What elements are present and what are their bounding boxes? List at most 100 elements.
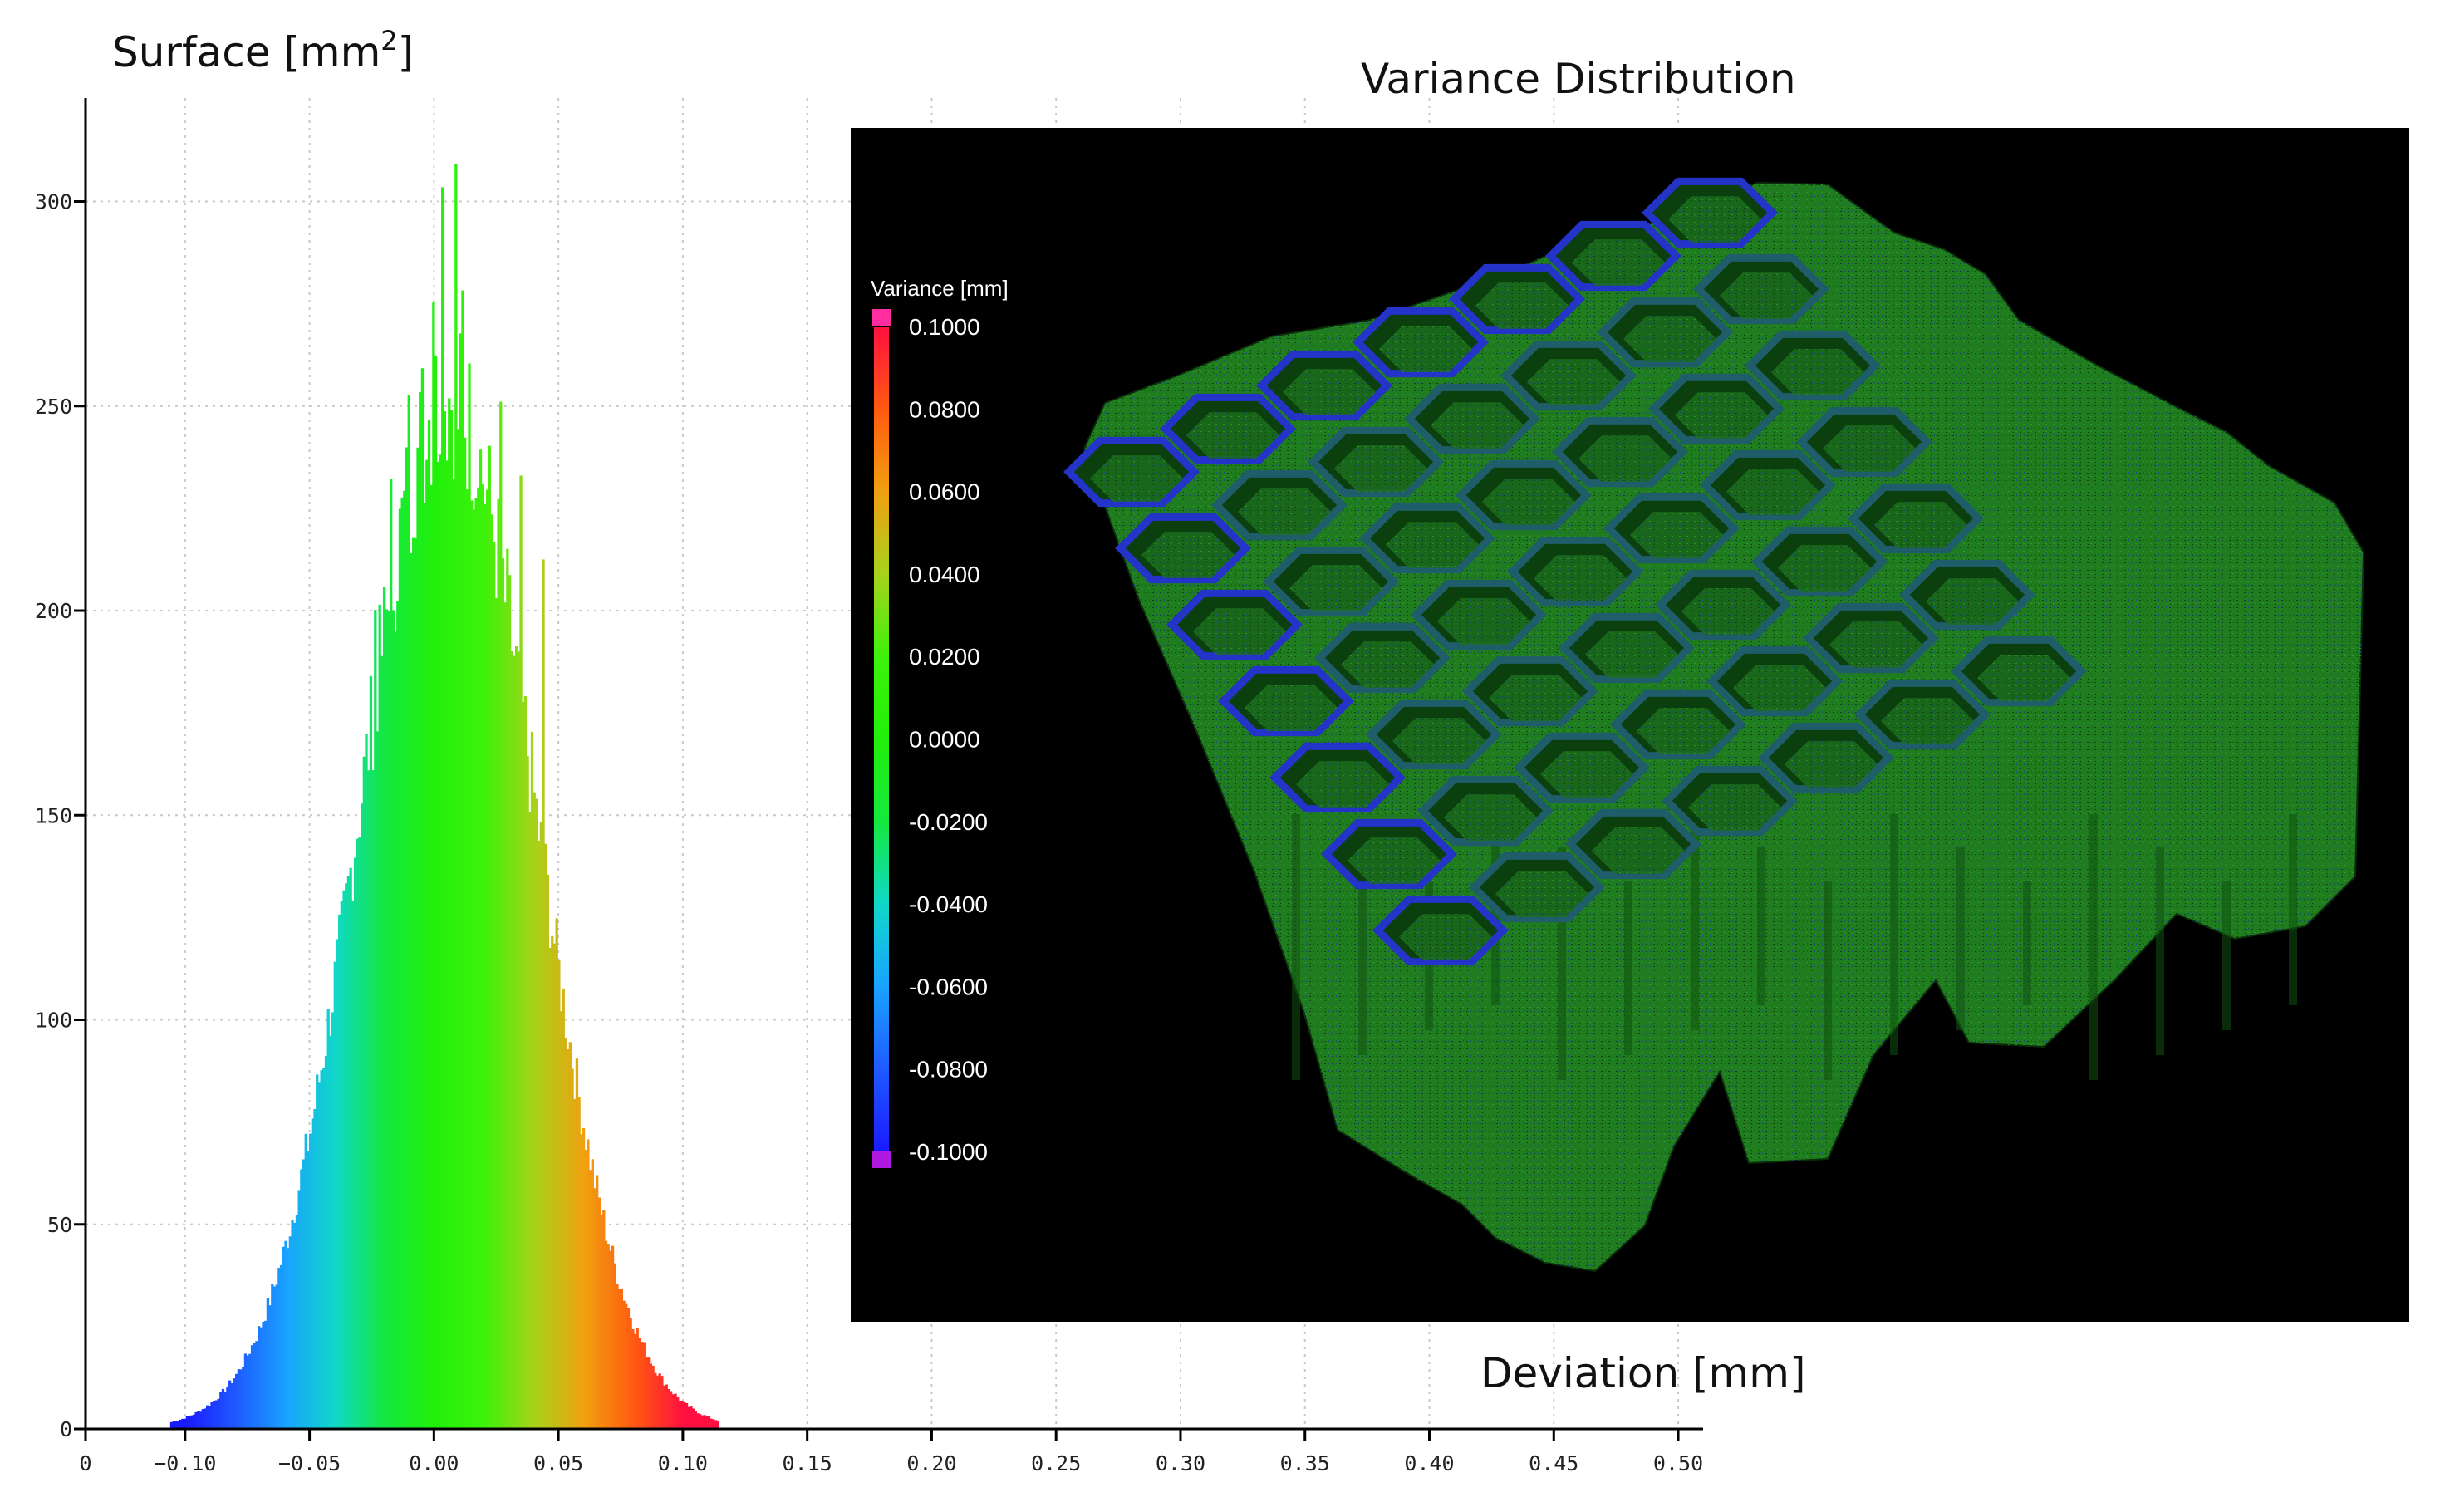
histogram-bar <box>456 429 460 1430</box>
histogram-bar <box>493 542 496 1429</box>
histogram-bar <box>678 1400 682 1429</box>
histogram-bar <box>233 1378 236 1429</box>
histogram-bar <box>213 1401 216 1429</box>
histogram-bar <box>665 1384 668 1429</box>
histogram-bar <box>564 1038 567 1429</box>
histogram-bar <box>494 597 498 1429</box>
histogram-bar <box>577 1096 581 1429</box>
hex-cell-texture <box>1295 761 1390 808</box>
histogram-bar <box>508 575 512 1430</box>
histogram-bar <box>338 914 341 1429</box>
hex-cell-texture <box>1681 588 1775 635</box>
legend-tick-label: -0.0600 <box>909 974 988 999</box>
histogram-bar <box>687 1406 690 1429</box>
x-tick-label: 0.15 <box>783 1451 832 1475</box>
hex-cell-texture <box>1829 621 1923 668</box>
histogram-bar <box>485 489 489 1430</box>
histogram-bar <box>694 1411 697 1429</box>
histogram-bar <box>503 602 507 1429</box>
histogram-bar <box>223 1392 227 1429</box>
histogram-bar <box>501 558 505 1429</box>
x-tick-label: 0.05 <box>533 1451 583 1475</box>
histogram-bar <box>633 1333 637 1429</box>
chart-axes <box>84 98 1703 1431</box>
histogram-bar <box>481 484 484 1430</box>
histogram-bar <box>407 395 410 1430</box>
histogram-bar <box>544 843 547 1429</box>
histogram-bar <box>346 876 351 1429</box>
histogram-bar <box>618 1289 621 1429</box>
histogram-bar <box>609 1250 612 1429</box>
histogram-bar <box>662 1385 666 1429</box>
histogram-bar <box>190 1415 194 1429</box>
histogram-bar <box>676 1397 680 1429</box>
histogram-bar <box>683 1401 686 1429</box>
hex-cell-texture <box>1333 445 1428 492</box>
hex-cell-texture <box>1237 488 1332 535</box>
histogram-bar <box>616 1284 619 1429</box>
histogram-bar <box>181 1418 184 1429</box>
y-tick-label: 0 <box>60 1417 72 1441</box>
hex-cell-texture <box>1340 641 1435 688</box>
histogram-bar <box>680 1401 684 1429</box>
histogram-bar <box>470 500 474 1429</box>
hex-cell-texture <box>1571 239 1666 286</box>
x-tick-label: −0.05 <box>278 1451 341 1475</box>
histogram-bar <box>600 1215 603 1429</box>
histogram-bar <box>268 1305 272 1429</box>
histogram-bar <box>611 1245 615 1429</box>
histogram-bar <box>430 484 433 1429</box>
histogram-bar <box>184 1418 187 1429</box>
histogram-bar <box>700 1415 705 1429</box>
histogram-bar <box>237 1369 241 1429</box>
hex-cell-texture <box>1674 392 1769 439</box>
histogram-bar <box>571 1068 574 1429</box>
y-tick-label: 100 <box>35 1009 72 1033</box>
histogram-bar <box>523 696 528 1429</box>
histogram-bar <box>192 1414 196 1429</box>
histogram-bar <box>548 947 552 1429</box>
histogram-bars <box>169 164 719 1430</box>
histogram-bar <box>427 420 431 1429</box>
histogram-bar <box>546 874 550 1429</box>
y-tick-label: 50 <box>47 1213 72 1237</box>
histogram-bar <box>459 333 462 1430</box>
hex-cell-texture <box>1488 675 1583 721</box>
histogram-bar <box>660 1376 664 1429</box>
legend-tick-label: 0.1000 <box>909 314 980 340</box>
hex-cell-texture <box>1192 608 1287 655</box>
histogram-bar <box>551 935 554 1429</box>
x-tick-label: 0.45 <box>1529 1451 1578 1475</box>
histogram-bar <box>636 1328 639 1429</box>
histogram-bar <box>645 1357 648 1429</box>
hex-cell-texture <box>1726 469 1820 515</box>
histogram-bar <box>604 1240 608 1429</box>
histogram-bar <box>651 1365 655 1429</box>
histogram-bar <box>255 1341 258 1429</box>
histogram-bar <box>322 1067 326 1429</box>
histogram-bar <box>208 1406 211 1429</box>
legend-tick-label: -0.0800 <box>909 1057 988 1082</box>
histogram-bar <box>477 487 480 1429</box>
histogram-bar <box>311 1118 314 1429</box>
histogram-bar <box>613 1263 616 1429</box>
histogram-bar <box>584 1150 587 1429</box>
histogram-bar <box>362 756 366 1429</box>
histogram-bar <box>629 1318 632 1429</box>
y-axis-label-close: ] <box>398 28 415 76</box>
y-axis-label: Surface [mm2] <box>112 25 414 76</box>
histogram-bar <box>497 498 500 1429</box>
histogram-bar <box>626 1308 631 1429</box>
legend-tick-label: 0.0000 <box>909 727 980 753</box>
histogram-bar <box>194 1411 198 1429</box>
histogram-bar <box>488 445 491 1430</box>
histogram-bar <box>205 1405 209 1429</box>
histogram-bar <box>423 503 426 1430</box>
histogram-bar <box>243 1353 248 1429</box>
histogram-bar <box>391 611 395 1429</box>
histogram-bar <box>526 756 529 1429</box>
histogram-bar <box>568 1042 572 1429</box>
legend-labels: 0.1000 0.0800 0.0600 0.0400 0.0200 0.0000 -0.0… <box>909 314 988 1165</box>
histogram-bar <box>324 1055 328 1429</box>
histogram-bar <box>445 460 449 1430</box>
